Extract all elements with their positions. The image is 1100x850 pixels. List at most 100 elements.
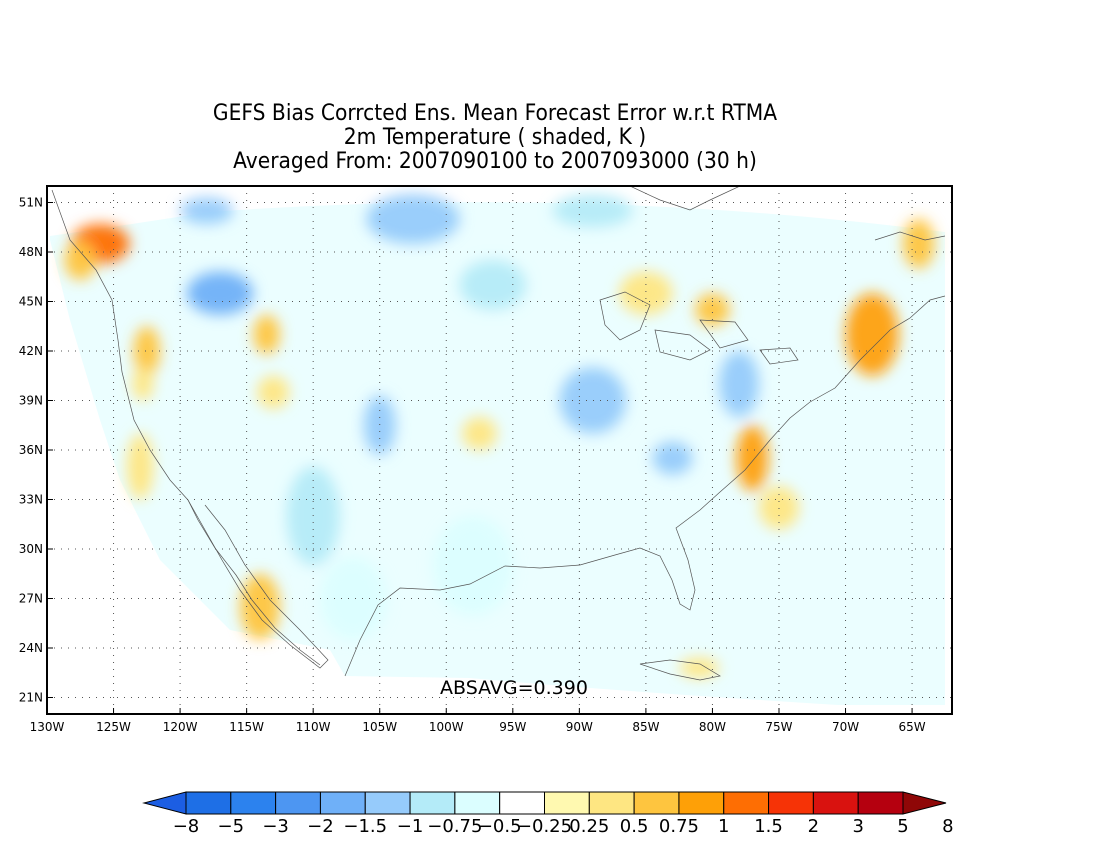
lon-tick-label: 65W [899,720,926,734]
lon-tick-label: 80W [699,720,726,734]
lat-tick-label: 21N [19,691,43,705]
colorbar-label: 0.5 [620,816,649,837]
field-region [679,657,720,678]
colorbar-swatch [409,791,456,815]
colorbar-swatch [633,791,680,815]
colorbar-label: −8 [173,816,200,837]
colorbar-swatch [768,791,814,815]
colorbar-swatch [275,791,321,815]
lon-tick-label: 85W [632,720,659,734]
field-region [363,395,396,455]
field-region [695,293,730,327]
lon-tick-label: 95W [499,720,526,734]
shaded-temperature-error-field [50,194,945,705]
field-region [619,271,673,315]
lon-tick-label: 70W [832,720,859,734]
lon-tick-label: 110W [296,720,331,734]
title-line-3: Averaged From: 2007090100 to 2007093000 … [233,149,757,174]
lat-tick-label: 36N [19,443,43,457]
west-coastline [51,189,321,666]
field-region [845,293,899,376]
field-region [902,219,935,269]
field-region [257,375,290,409]
field-region [652,441,693,475]
field-region [126,433,154,500]
colorbar-swatch [454,791,501,815]
lat-tick-label: 27N [19,592,43,606]
colorbar-swatch [723,791,770,815]
colorbar-swatch [678,791,725,815]
colorbar-swatch [185,791,232,815]
cuba-outline [639,659,721,681]
colorbar-swatch [364,791,411,815]
lat-tick-label: 30N [19,542,43,556]
title-line-1: GEFS Bias Corrcted Ens. Mean Forecast Er… [212,101,778,126]
field-region [133,326,161,376]
field-region [180,197,234,224]
colorbar-swatch [544,791,590,815]
field-region [253,314,280,355]
colorbar-swatch [499,791,545,815]
field-region [366,194,460,244]
latitude-axis: 21N 24N 27N 30N 33N 36N 39N 42N 45N 48N 51N [19,196,53,705]
lat-tick-label: 51N [19,196,43,210]
field-region [319,557,387,640]
absavg-label: ABSAVG=0.390 [440,677,588,699]
lon-tick-label: 115W [229,720,264,734]
colorbar-label: −1 [397,816,424,837]
lat-tick-label: 48N [19,245,43,259]
lon-tick-label: 100W [429,720,464,734]
lon-tick-label: 105W [362,720,397,734]
colorbar-label: −0.75 [427,816,482,837]
lat-tick-label: 33N [19,493,43,507]
field-region [559,367,626,434]
colorbar-label: −1.5 [343,816,387,837]
lon-tick-label: 90W [566,720,593,734]
gulf-coastline [344,439,771,677]
field-region [719,351,760,417]
field-region [432,516,513,615]
colorbar-label: −3 [262,816,289,837]
colorbar-swatch [230,791,277,815]
longitude-axis: 130W 125W 120W 115W 110W 105W 100W 95W 90W 85W 80W… [30,708,926,734]
colorbar-label: 0.25 [569,816,609,837]
lat-tick-label: 39N [19,394,43,408]
field-region [736,425,769,492]
colorbar-swatch [857,791,904,815]
field-region [459,260,527,310]
title-line-2: 2m Temperature ( shaded, K ) [343,125,647,150]
lon-tick-label: 120W [163,720,198,734]
lat-tick-label: 45N [19,295,43,309]
baja-peninsula [187,499,329,669]
colorbar-label: 3 [852,816,863,837]
map-title: GEFS Bias Corrcted Ens. Mean Forecast Er… [40,102,951,174]
colorbar-label: −0.25 [517,816,572,837]
great-lakes [599,291,799,365]
colorbar-swatch [812,791,859,815]
colorbar-swatch [319,791,366,815]
colorbar-label: 8 [942,816,953,837]
colorbar-label: −0.5 [478,816,522,837]
colorbar: −8 −5 −3 −2 −1.5 −1 −0.75−0.5−0.250.25 0.5 0.75 1… [142,791,954,837]
field-region [462,417,497,450]
colorbar-label: 5 [897,816,908,837]
lon-tick-label: 75W [765,720,792,734]
field-region [132,367,154,401]
east-coastline [769,295,946,441]
field-region [552,194,633,228]
colorbar-overflow-triangle [902,791,947,815]
coastlines [51,186,946,681]
colorbar-label: 2 [808,816,819,837]
colorbar-underflow-triangle [142,791,187,815]
hudson-bay-coast [629,186,741,211]
colorbar-label: 1.5 [754,816,783,837]
lat-tick-label: 42N [19,344,43,358]
colorbar-label: −2 [307,816,334,837]
field-region [239,573,280,640]
colorbar-label: −5 [218,816,245,837]
field-region [759,486,799,530]
colorbar-label: 1 [718,816,729,837]
field-region [186,271,254,315]
lon-tick-label: 130W [30,720,65,734]
